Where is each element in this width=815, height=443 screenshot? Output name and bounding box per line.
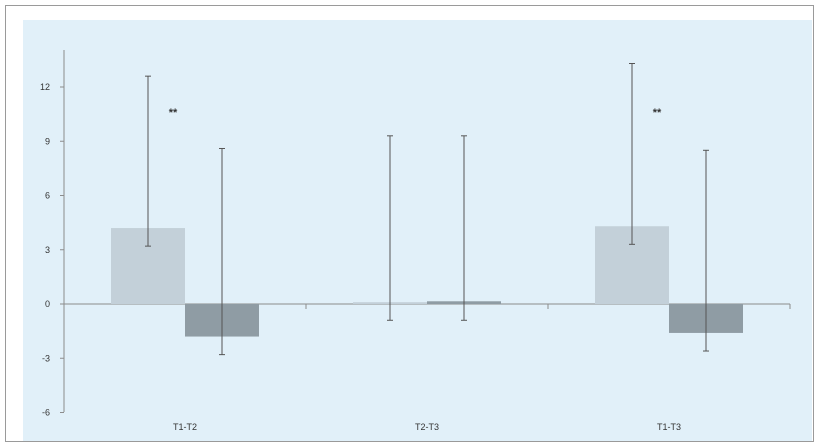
y-tick-label: 6 [45, 191, 50, 201]
y-tick-label: -3 [42, 353, 50, 363]
category-label: T2-T3 [415, 422, 439, 432]
category-label: T1-T2 [173, 422, 197, 432]
y-tick-label: 0 [45, 299, 50, 309]
significance-label: ** [169, 107, 178, 119]
y-tick-label: 3 [45, 245, 50, 255]
y-tick-label: 9 [45, 136, 50, 146]
category-label: T1-T3 [657, 422, 681, 432]
y-tick-label: -6 [42, 408, 50, 418]
significance-label: ** [653, 107, 662, 119]
y-tick-label: 12 [40, 82, 50, 92]
